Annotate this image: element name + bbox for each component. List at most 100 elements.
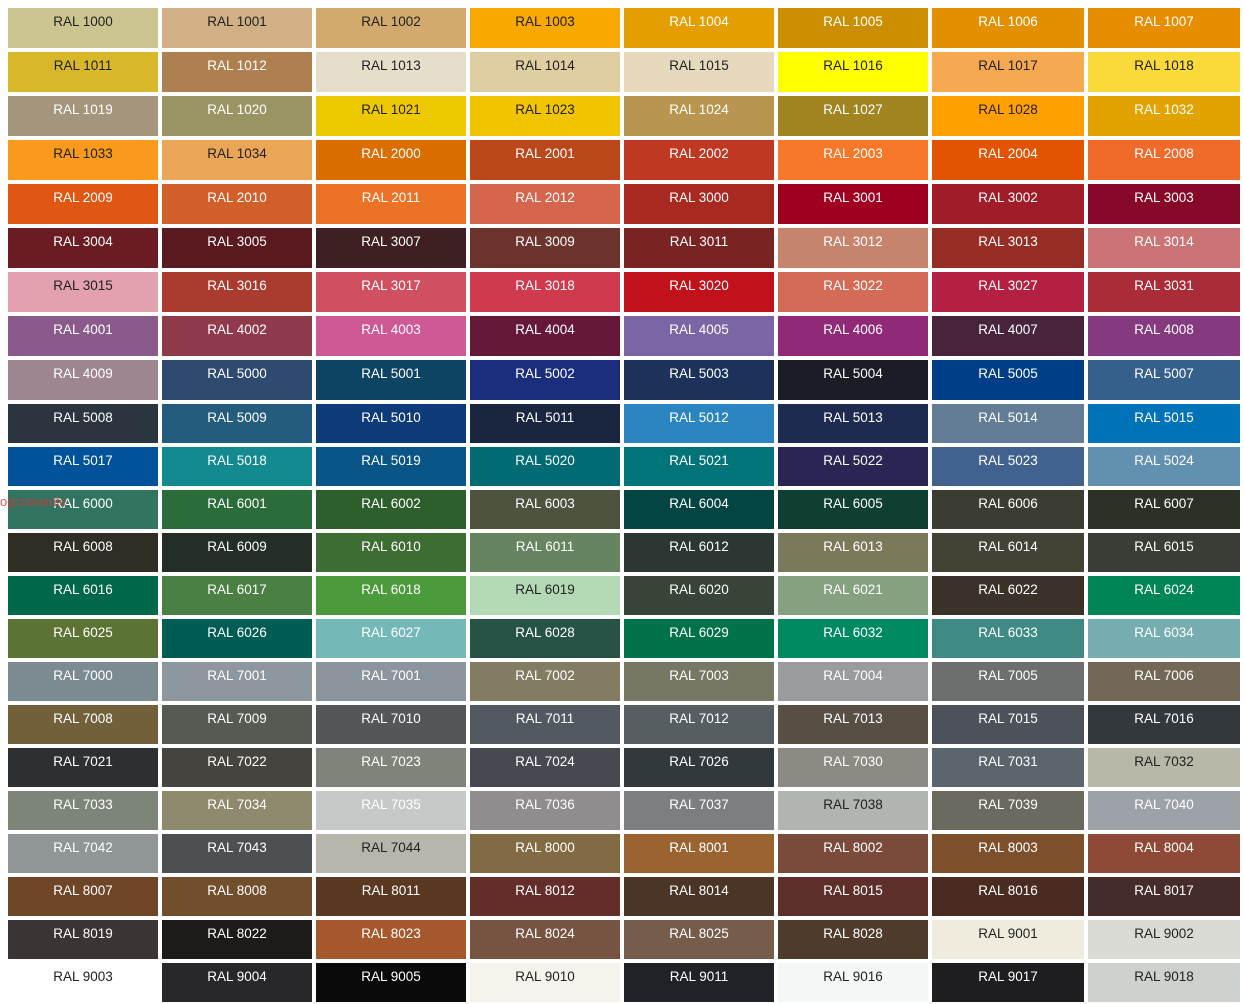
swatch-label: RAL 4002 [207,322,267,337]
color-swatch: RAL 3009 [470,228,620,268]
swatch-label: RAL 2012 [515,190,575,205]
color-swatch: RAL 9011 [624,963,774,1002]
swatch-label: RAL 6028 [515,625,575,640]
color-swatch: RAL 6018 [316,576,466,615]
color-swatch: RAL 6029 [624,619,774,658]
color-swatch: RAL 4002 [162,316,312,356]
swatch-label: RAL 1000 [53,14,113,29]
swatch-label: RAL 2010 [207,190,267,205]
color-swatch: RAL 1002 [316,8,466,48]
swatch-label: RAL 7035 [361,797,421,812]
swatch-label: RAL 9005 [361,969,421,984]
color-swatch: RAL 1020 [162,96,312,136]
swatch-label: RAL 7023 [361,754,421,769]
swatch-label: RAL 6007 [1134,496,1194,511]
swatch-label: RAL 3014 [1134,234,1194,249]
swatch-label: RAL 6034 [1134,625,1194,640]
color-swatch: RAL 7042 [8,834,158,873]
swatch-label: RAL 7001 [207,668,267,683]
color-swatch: RAL 5010 [316,404,466,443]
swatch-label: RAL 9002 [1134,926,1194,941]
swatch-label: RAL 5003 [669,366,729,381]
swatch-label: RAL 1015 [669,58,729,73]
color-swatch: RAL 7004 [778,662,928,701]
swatch-label: RAL 6001 [207,496,267,511]
color-swatch: RAL 9002 [1088,920,1240,959]
color-swatch: RAL 7013 [778,705,928,744]
color-swatch: RAL 6008 [8,533,158,572]
color-swatch: RAL 7031 [932,748,1084,787]
swatch-label: RAL 6024 [1134,582,1194,597]
swatch-label: RAL 5020 [515,453,575,468]
swatch-label: RAL 7010 [361,711,421,726]
color-swatch: RAL 9004 [162,963,312,1002]
swatch-label: RAL 3005 [207,234,267,249]
swatch-label: RAL 6033 [978,625,1038,640]
color-swatch: RAL 6017 [162,576,312,615]
swatch-label: RAL 7033 [53,797,113,812]
swatch-label: RAL 3012 [823,234,883,249]
swatch-label: RAL 9003 [53,969,113,984]
swatch-label: RAL 8023 [361,926,421,941]
swatch-label: RAL 7043 [207,840,267,855]
swatch-label: RAL 1002 [361,14,421,29]
swatch-label: RAL 3011 [669,234,729,249]
color-swatch: RAL 4008 [1088,316,1240,356]
swatch-label: RAL 4003 [361,322,421,337]
swatch-label: RAL 6005 [823,496,883,511]
swatch-label: RAL 1014 [515,58,575,73]
swatch-label: RAL 7005 [978,668,1038,683]
color-swatch: RAL 1011 [8,52,158,92]
color-swatch: RAL 3005 [162,228,312,268]
swatch-label: RAL 5000 [207,366,267,381]
swatch-label: RAL 8008 [207,883,267,898]
color-swatch: RAL 3001 [778,184,928,224]
color-swatch: RAL 7001 [316,662,466,701]
color-swatch: RAL 7037 [624,791,774,830]
swatch-label: RAL 8012 [515,883,575,898]
color-swatch: RAL 5009 [162,404,312,443]
color-swatch: RAL 8015 [778,877,928,916]
color-swatch: RAL 7026 [624,748,774,787]
color-swatch: RAL 7033 [8,791,158,830]
swatch-label: RAL 1019 [53,102,113,117]
color-swatch: RAL 1001 [162,8,312,48]
color-swatch: RAL 1014 [470,52,620,92]
swatch-label: RAL 3015 [53,278,113,293]
color-swatch: RAL 6002 [316,490,466,529]
color-swatch: RAL 4004 [470,316,620,356]
swatch-label: RAL 7009 [207,711,267,726]
swatch-label: RAL 1027 [823,102,883,117]
color-swatch: RAL 3015 [8,272,158,312]
color-swatch: RAL 8014 [624,877,774,916]
color-swatch: RAL 5008 [8,404,158,443]
swatch-label: RAL 5001 [361,366,421,381]
swatch-label: RAL 7015 [978,711,1038,726]
color-swatch: RAL 4006 [778,316,928,356]
color-swatch: RAL 7003 [624,662,774,701]
color-swatch: RAL 1016 [778,52,928,92]
color-swatch: RAL 5014 [932,404,1084,443]
color-swatch: RAL 1004 [624,8,774,48]
swatch-label: RAL 6029 [669,625,729,640]
swatch-label: RAL 6008 [53,539,113,554]
color-swatch: RAL 1028 [932,96,1084,136]
swatch-label: RAL 5010 [361,410,421,425]
swatch-label: RAL 6015 [1134,539,1194,554]
swatch-label: RAL 6014 [978,539,1038,554]
color-swatch: RAL 8000 [470,834,620,873]
swatch-label: RAL 4005 [669,322,729,337]
color-swatch: RAL 5003 [624,360,774,400]
color-swatch: RAL 2004 [932,140,1084,180]
swatch-label: RAL 8007 [53,883,113,898]
color-swatch: RAL 6026 [162,619,312,658]
swatch-label: RAL 7006 [1134,668,1194,683]
color-swatch: RAL 2002 [624,140,774,180]
color-swatch: RAL 6032 [778,619,928,658]
color-swatch: RAL 7002 [470,662,620,701]
color-swatch: RAL 7021 [8,748,158,787]
swatch-label: RAL 9004 [207,969,267,984]
color-swatch: RAL 9017 [932,963,1084,1002]
color-swatch: RAL 6020 [624,576,774,615]
color-swatch: RAL 6021 [778,576,928,615]
